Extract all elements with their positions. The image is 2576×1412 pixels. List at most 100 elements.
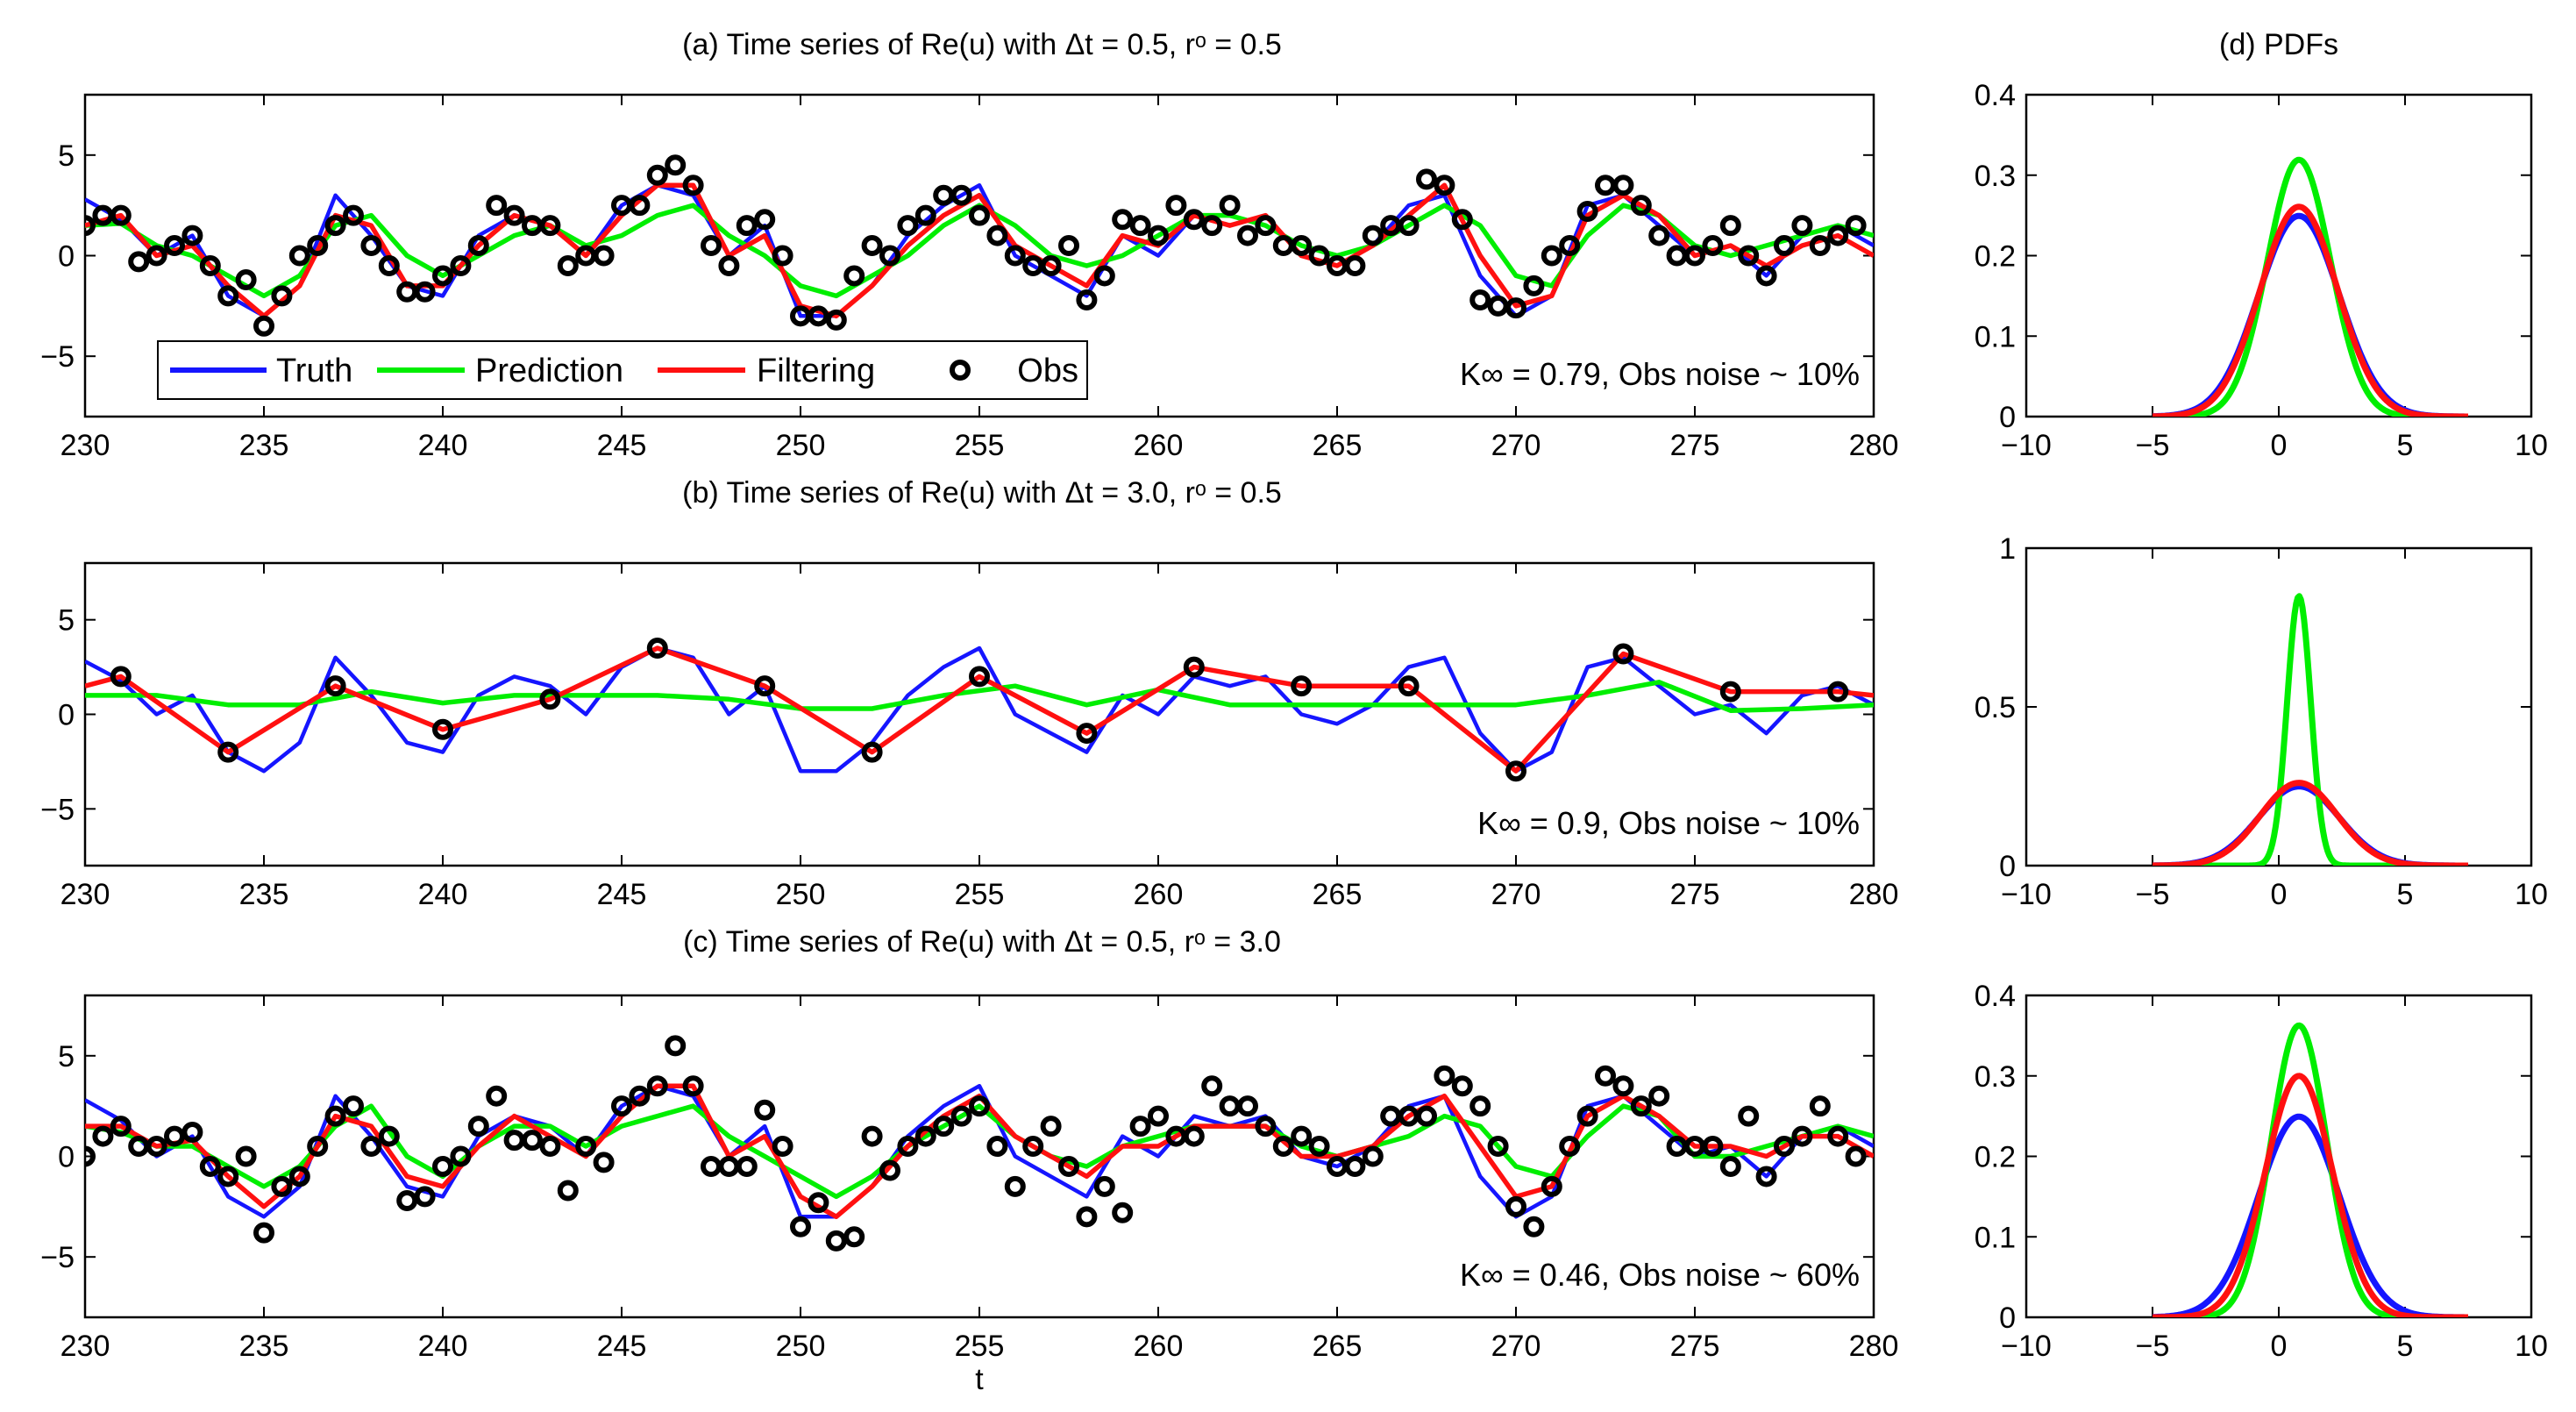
x-tick-label: 235 (239, 878, 289, 911)
obs-point (1487, 1136, 1509, 1158)
obs-point (1093, 1175, 1115, 1197)
y-tick-label: 0 (1999, 850, 2016, 883)
x-tick-label: 235 (239, 429, 289, 462)
annotation-text: K∞ = 0.79, Obs noise ~ 10% (1460, 356, 1860, 392)
obs-point (414, 281, 436, 303)
x-tick-label: 0 (2271, 878, 2288, 911)
obs-point (1040, 1116, 1062, 1137)
obs-point (128, 251, 150, 273)
x-tick-label: 10 (2515, 429, 2548, 462)
x-tick-label: 5 (2397, 1330, 2414, 1363)
obs-point (486, 195, 508, 217)
obs-point (1505, 1195, 1526, 1217)
obs-point (1380, 1105, 1402, 1127)
obs-point (575, 1136, 597, 1158)
obs-point (646, 638, 668, 660)
obs-point (1434, 175, 1455, 196)
obs-point (1612, 643, 1634, 665)
obs-point (1559, 1136, 1581, 1158)
obs-point (1308, 245, 1330, 267)
x-tick-label: 265 (1313, 1330, 1363, 1363)
obs-point (1523, 275, 1545, 296)
obs-point (1630, 1095, 1652, 1117)
obs-point (682, 175, 704, 196)
obs-point (271, 285, 293, 307)
annotation-text: K∞ = 0.46, Obs noise ~ 60% (1460, 1257, 1860, 1293)
panel-a: 230 235 240 245 250 255 260 265 270 275 280 −5 0 5 (a)… (40, 28, 1898, 462)
obs-point (1093, 265, 1115, 287)
obs-point (1755, 1166, 1777, 1187)
obs-point (665, 154, 687, 176)
obs-point (1148, 1105, 1169, 1127)
obs-point (1719, 681, 1741, 702)
x-tick-label: 250 (776, 429, 826, 462)
obs-point (307, 235, 329, 257)
obs-point (1612, 175, 1634, 196)
obs-point (682, 1075, 704, 1097)
obs-point (1344, 254, 1366, 276)
filtering-pdf-line (2151, 203, 2470, 417)
obs-point (92, 204, 114, 226)
obs-point (1738, 1105, 1760, 1127)
obs-point (146, 245, 167, 267)
x-tick-label: 245 (597, 429, 647, 462)
obs-point (718, 254, 740, 276)
obs-point (736, 1155, 758, 1177)
obs-point (879, 245, 900, 267)
legend-label: Prediction (475, 353, 623, 389)
y-tick-label: −5 (40, 793, 75, 826)
obs-point (253, 1222, 274, 1244)
obs-point (1648, 1085, 1670, 1107)
obs-point (933, 184, 955, 206)
obs-point (1666, 1136, 1688, 1158)
obs-point (1576, 1105, 1598, 1127)
obs-point (1076, 289, 1098, 310)
obs-point (914, 204, 936, 226)
panel-title: (d) PDFs (2219, 28, 2338, 61)
x-tick-label: 270 (1491, 429, 1541, 462)
obs-point (1112, 1202, 1134, 1223)
x-tick-label: 275 (1670, 1330, 1720, 1363)
obs-point (110, 666, 132, 688)
obs-point (1505, 760, 1526, 782)
obs-point (1541, 245, 1562, 267)
legend-label: Filtering (757, 353, 875, 389)
obs-point (1755, 265, 1777, 287)
panel-title: (c) Time series of Re(u) with Δt = 0.5, … (683, 925, 1281, 959)
y-tick-label: 0.1 (1975, 1221, 2016, 1254)
obs-point (1523, 1216, 1545, 1237)
obs-point (861, 741, 883, 763)
x-tick-label: 245 (597, 878, 647, 911)
y-tick-label: 0.2 (1975, 1141, 2016, 1174)
y-tick-label: 5 (58, 604, 75, 638)
obs-point (1487, 295, 1509, 317)
obs-point (1845, 1145, 1867, 1167)
x-tick-label: 260 (1134, 1330, 1184, 1363)
y-tick-label: 0.5 (1975, 691, 2016, 724)
y-tick-label: 0 (58, 699, 75, 732)
obs-point (897, 1136, 919, 1158)
obs-point (1237, 1095, 1258, 1117)
obs-point (1595, 1065, 1616, 1087)
obs-point (85, 1145, 96, 1167)
obs-point (772, 245, 793, 267)
obs-point (969, 1095, 990, 1117)
obs-point (1416, 1105, 1437, 1127)
obs-point (1272, 235, 1294, 257)
obs-point (378, 254, 400, 276)
x-tick-label: 280 (1849, 878, 1899, 911)
obs-point (1183, 1125, 1205, 1147)
x-tick-label: −5 (2136, 1330, 2170, 1363)
legend-obs-marker (950, 360, 971, 381)
plot-area (85, 638, 1874, 782)
obs-point (1576, 201, 1598, 223)
truth-pdf-line (2151, 1113, 2470, 1317)
obs-point (736, 215, 758, 237)
x-tick-label: 235 (239, 1330, 289, 1363)
obs-point (1719, 1155, 1741, 1177)
y-tick-label: 5 (58, 139, 75, 173)
obs-point (1219, 195, 1241, 217)
obs-point (324, 1105, 346, 1127)
obs-point (1702, 1136, 1724, 1158)
